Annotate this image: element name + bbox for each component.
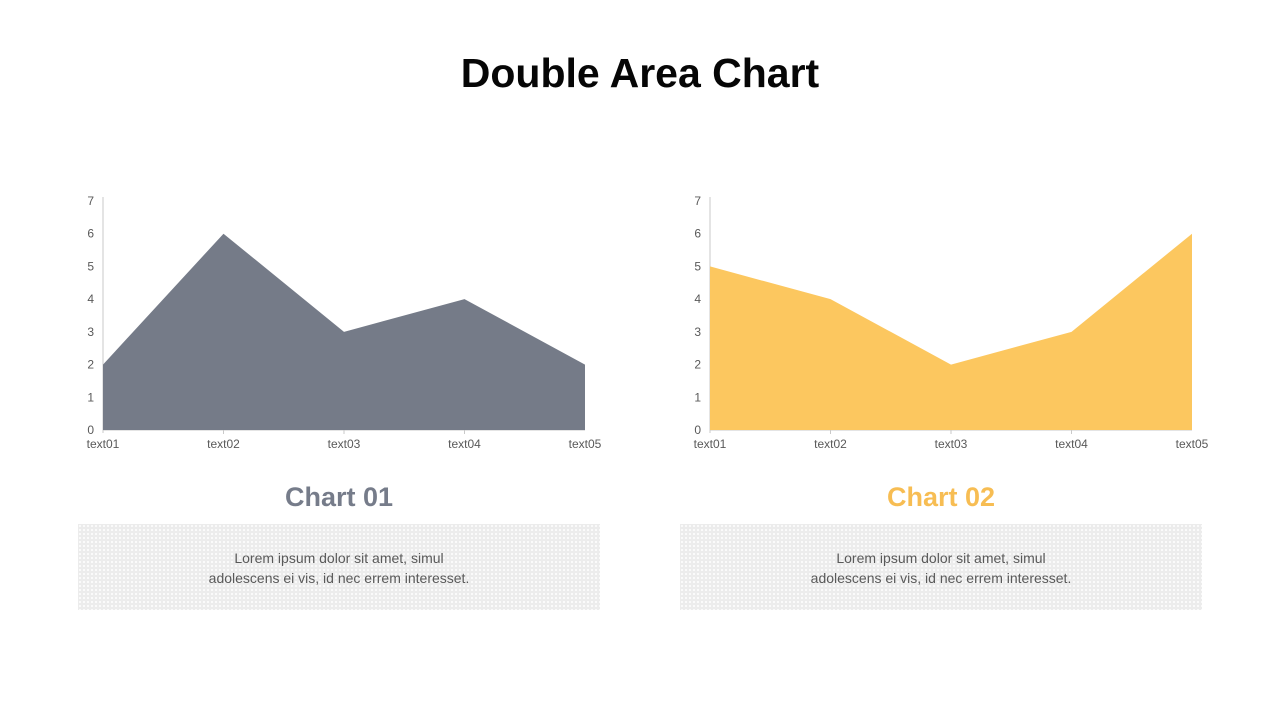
svg-text:text01: text01 — [694, 437, 727, 451]
svg-text:4: 4 — [694, 292, 701, 306]
svg-text:6: 6 — [694, 227, 701, 241]
chart-01-description: Lorem ipsum dolor sit amet, simul adoles… — [208, 550, 470, 587]
svg-text:2: 2 — [87, 358, 94, 372]
chart-02-caption: Chart 02 — [886, 482, 996, 512]
svg-text:text02: text02 — [814, 437, 847, 451]
svg-text:text03: text03 — [328, 437, 361, 451]
svg-text:text05: text05 — [1176, 437, 1209, 451]
page-title: Double Area Chart — [460, 50, 820, 96]
svg-text:0: 0 — [87, 423, 94, 437]
area-chart-02: 0 1 2 3 4 5 6 7 text01 text02 text03 text04 text05 — [682, 192, 1212, 457]
svg-text:4: 4 — [87, 292, 94, 306]
svg-text:0: 0 — [694, 423, 701, 437]
chart-02-description-box: Lorem ipsum dolor sit amet, simul adoles… — [680, 524, 1202, 610]
svg-text:1: 1 — [694, 390, 701, 404]
svg-text:7: 7 — [694, 194, 701, 208]
svg-text:text04: text04 — [1055, 437, 1088, 451]
svg-text:2: 2 — [694, 358, 701, 372]
svg-text:5: 5 — [694, 259, 701, 273]
chart-01-description-box: Lorem ipsum dolor sit amet, simul adoles… — [78, 524, 600, 610]
svg-text:text05: text05 — [569, 437, 602, 451]
svg-text:1: 1 — [87, 390, 94, 404]
svg-text:5: 5 — [87, 259, 94, 273]
svg-text:text02: text02 — [207, 437, 240, 451]
svg-text:7: 7 — [87, 194, 94, 208]
area-chart-01: 0 1 2 3 4 5 6 7 text01 text02 text03 text04 text05 — [75, 192, 605, 457]
chart-02-description: Lorem ipsum dolor sit amet, simul adoles… — [810, 550, 1072, 587]
chart-01-caption: Chart 01 — [284, 482, 394, 512]
svg-text:text01: text01 — [87, 437, 120, 451]
svg-text:text04: text04 — [448, 437, 481, 451]
svg-text:text03: text03 — [935, 437, 968, 451]
svg-text:6: 6 — [87, 227, 94, 241]
svg-text:3: 3 — [87, 325, 94, 339]
svg-text:3: 3 — [694, 325, 701, 339]
